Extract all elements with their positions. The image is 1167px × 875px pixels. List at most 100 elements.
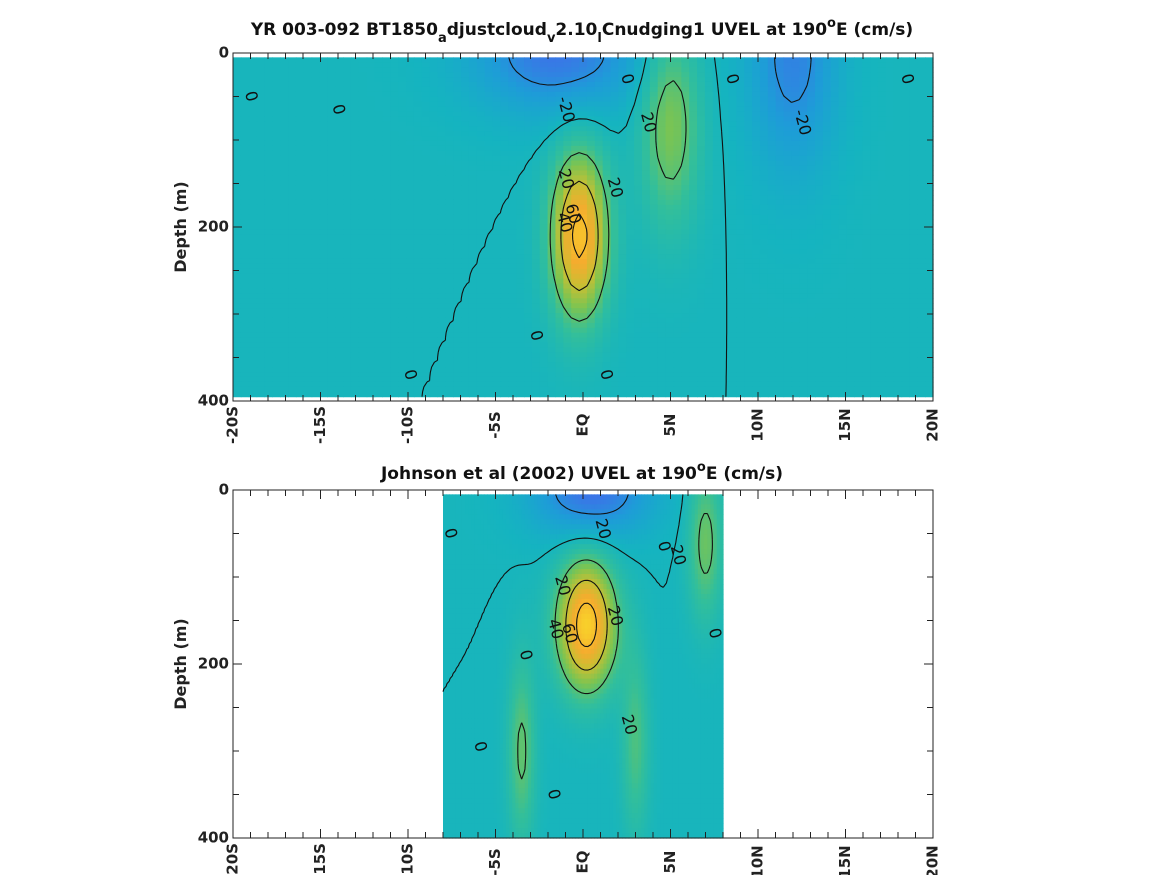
heat-cell (641, 195, 651, 201)
heat-cell (280, 116, 289, 122)
heat-cell (421, 317, 431, 324)
heat-cell (807, 190, 816, 196)
heat-cell (626, 145, 635, 152)
heat-cell (712, 199, 722, 206)
heat-cell (893, 283, 903, 290)
heat-cell (524, 199, 533, 206)
heat-cell (579, 204, 588, 211)
heat-cell (382, 67, 391, 73)
heat-cell (870, 62, 879, 68)
heat-cell (343, 62, 352, 68)
heat-cell (893, 195, 903, 201)
heat-cell (783, 303, 793, 309)
heat-cell (657, 175, 667, 181)
heat-cell (437, 204, 446, 211)
heat-cell (649, 219, 659, 226)
heat-cell (468, 121, 478, 127)
heat-cell (406, 81, 415, 88)
heat-cell (673, 273, 682, 280)
heat-cell (807, 101, 816, 108)
heat-cell (272, 136, 281, 142)
heat-cell (594, 209, 604, 216)
heat-cell (807, 288, 816, 294)
heat-cell (413, 214, 423, 221)
heat-cell (303, 219, 313, 226)
heat-cell (492, 283, 502, 290)
heat-cell (822, 126, 832, 132)
heat-cell (610, 298, 619, 304)
heat-cell (673, 234, 682, 240)
heat-cell (461, 278, 470, 285)
heat-cell (901, 190, 911, 196)
heat-cell (870, 268, 879, 275)
heat-cell (280, 77, 289, 83)
heat-cell (248, 106, 258, 113)
heat-cell (689, 101, 698, 108)
heat-cell (626, 239, 635, 245)
heat-cell (547, 180, 557, 186)
heat-cell (744, 136, 753, 142)
heat-cell (311, 62, 321, 68)
heat-cell (736, 106, 745, 113)
heat-cell (925, 136, 934, 142)
heat-cell (476, 258, 486, 265)
heat-cell (917, 204, 926, 211)
heat-cell (681, 278, 690, 285)
heat-cell (783, 204, 793, 211)
heat-cell (264, 126, 273, 132)
heat-cell (382, 121, 391, 127)
heat-cell (343, 160, 352, 167)
heat-cell (547, 185, 557, 191)
heat-cell (783, 111, 793, 117)
heat-cell (453, 322, 462, 329)
heat-cell (775, 180, 785, 186)
heat-cell (248, 317, 258, 324)
heat-cell (925, 293, 934, 299)
heat-cell (524, 273, 533, 280)
heat-cell (846, 219, 855, 226)
heat-cell (406, 199, 415, 206)
heat-cell (547, 313, 557, 319)
heat-cell (893, 209, 903, 216)
heat-cell (720, 91, 730, 98)
heat-cell (264, 96, 273, 103)
heat-cell (925, 185, 934, 191)
heat-cell (445, 303, 454, 309)
heat-cell (272, 293, 281, 299)
heat-cell (862, 219, 871, 226)
heat-cell (382, 165, 391, 172)
heat-cell (398, 140, 407, 147)
heat-cell (524, 57, 533, 63)
heat-cell (877, 67, 887, 73)
heat-cell (673, 180, 682, 186)
heat-cell (437, 224, 446, 231)
heat-cell (453, 140, 462, 147)
heat-cell (602, 57, 612, 63)
heat-cell (618, 317, 627, 324)
heat-cell (767, 57, 777, 63)
heat-cell (846, 234, 855, 240)
heat-cell (319, 317, 328, 324)
heat-cell (555, 244, 564, 250)
heat-cell (594, 190, 604, 196)
heat-cell (453, 293, 462, 299)
heat-cell (689, 244, 698, 250)
heat-cell (382, 199, 391, 206)
heat-cell (335, 308, 344, 314)
heat-cell (909, 57, 918, 63)
heat-cell (524, 96, 533, 103)
heat-cell (429, 126, 439, 132)
heat-cell (704, 214, 714, 221)
heat-cell (767, 322, 777, 329)
heat-cell (240, 77, 250, 83)
heat-cell (736, 327, 745, 334)
heat-cell (752, 160, 761, 167)
heat-cell (799, 67, 808, 73)
heat-cell (406, 209, 415, 216)
heat-cell (925, 209, 934, 216)
heat-cell (759, 288, 769, 294)
heat-cell (240, 239, 250, 245)
heat-cell (783, 199, 793, 206)
heat-cell (500, 131, 509, 137)
heat-cell (303, 214, 313, 221)
